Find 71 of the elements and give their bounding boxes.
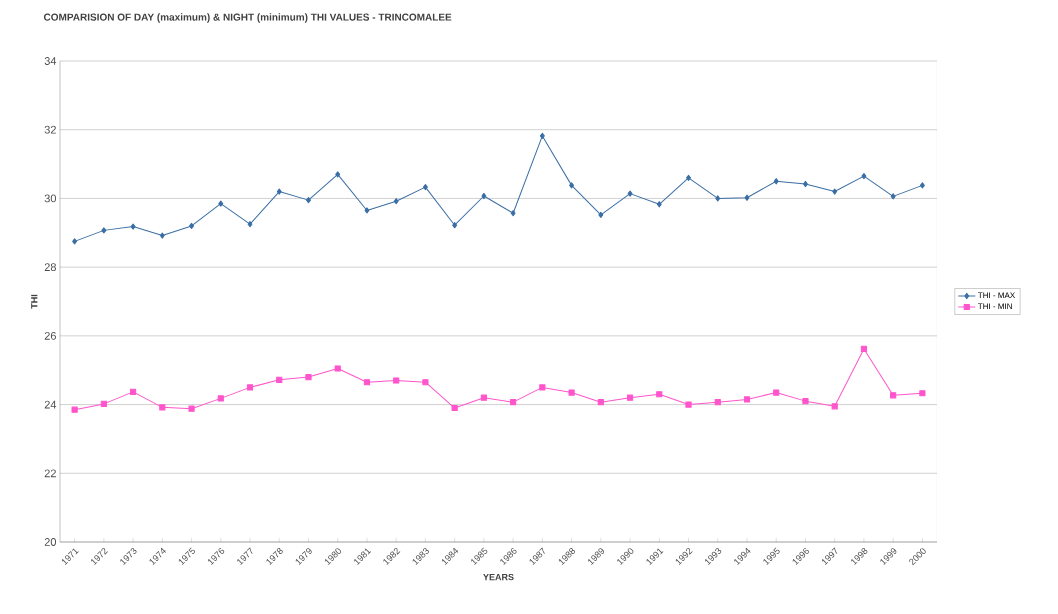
point: [305, 373, 312, 381]
point: [627, 190, 633, 197]
point: [597, 399, 604, 406]
point: [246, 384, 254, 391]
point: [188, 405, 195, 412]
point: [480, 394, 487, 401]
point: [247, 221, 253, 228]
point: [539, 384, 546, 391]
point: [306, 197, 311, 204]
y-tick-label: 24: [44, 400, 57, 409]
point: [481, 192, 487, 200]
point: [100, 400, 107, 407]
point: [363, 379, 371, 386]
point: [860, 345, 868, 353]
x-axis-title: YEARS: [483, 573, 514, 581]
point: [451, 404, 458, 412]
y-tick-label: 32: [44, 125, 56, 134]
point: [715, 195, 721, 202]
point: [510, 210, 516, 217]
point: [422, 183, 428, 191]
y-tick-label: 28: [44, 263, 56, 272]
point: [656, 391, 663, 398]
y-tick-label: 30: [44, 194, 57, 203]
y-tick-label: 22: [44, 469, 56, 478]
point: [276, 376, 283, 383]
point: [539, 132, 545, 139]
point: [919, 390, 926, 397]
point: [130, 223, 136, 230]
point: [773, 178, 779, 185]
point: [217, 395, 224, 402]
point: [802, 398, 809, 405]
point: [626, 394, 634, 401]
point: [919, 182, 925, 189]
legend-label: THI - MAX: [977, 292, 1015, 298]
point: [890, 193, 896, 200]
point: [159, 404, 166, 411]
point: [861, 172, 867, 180]
point: [422, 379, 429, 386]
point: [276, 188, 282, 195]
point: [218, 200, 224, 207]
chart-title: COMPARISION OF DAY (maximum) & NIGHT (minimum) THI VALUES - TRINCOMALEE: [43, 13, 452, 23]
point: [831, 403, 838, 410]
point: [71, 406, 78, 413]
point: [832, 188, 838, 195]
point: [656, 201, 662, 208]
y-tick-label: 34: [44, 57, 57, 65]
point: [568, 389, 575, 396]
point: [335, 171, 341, 178]
point: [686, 174, 691, 181]
point: [743, 396, 751, 403]
point: [773, 389, 780, 396]
point: [101, 227, 107, 234]
point: [393, 377, 400, 384]
point: [334, 365, 341, 372]
y-tick-label: 26: [44, 331, 56, 340]
y-tick-label: 20: [44, 538, 57, 546]
point: [685, 401, 692, 408]
point: [598, 211, 604, 219]
point: [452, 222, 458, 229]
point: [714, 399, 721, 406]
point: [510, 399, 517, 406]
point: [72, 238, 78, 245]
legend-label: THI - MIN: [977, 303, 1012, 309]
point: [129, 388, 137, 395]
point: [569, 182, 575, 189]
point: [159, 232, 165, 239]
point: [393, 198, 399, 205]
point: [744, 194, 750, 201]
point: [364, 207, 370, 214]
y-axis-title: THI: [31, 294, 38, 309]
point: [890, 392, 897, 399]
